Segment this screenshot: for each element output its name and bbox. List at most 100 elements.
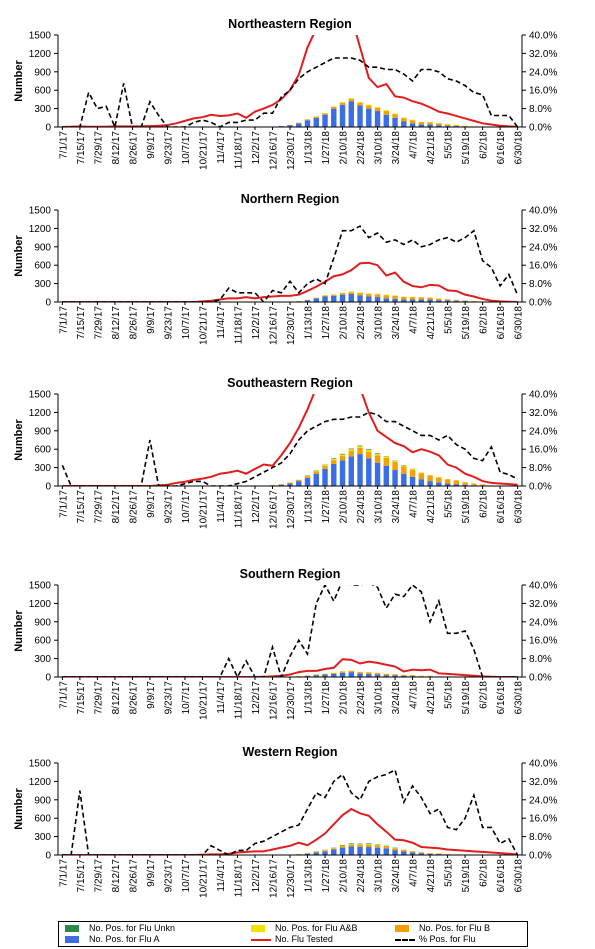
x-tick-label-1-24: 6/2/18 xyxy=(479,306,490,334)
bar-flu-a xyxy=(348,101,354,127)
y-tick-label-3-5: 1500 xyxy=(29,581,52,592)
x-tick-label-2-25: 6/16/18 xyxy=(496,490,507,524)
bar-flu-ab xyxy=(401,465,407,467)
bar-flu-a xyxy=(366,296,372,302)
bar-flu-a xyxy=(348,456,354,486)
bar-flu-b xyxy=(366,105,372,109)
x-tick-label-1-6: 9/23/17 xyxy=(163,306,174,340)
bar-flu-b xyxy=(401,118,407,122)
x-tick-label-2-15: 1/27/18 xyxy=(321,490,332,524)
y2-tick-label-1-4: 32.0% xyxy=(529,224,557,235)
line-pct-positive-0 xyxy=(62,57,519,127)
x-tick-label-1-26: 6/30/18 xyxy=(514,306,525,340)
bar-flu-a xyxy=(322,468,328,486)
y-tick-label-1-5: 1500 xyxy=(29,206,52,217)
x-tick-label-0-3: 8/12/17 xyxy=(111,131,122,165)
bar-flu-a xyxy=(392,850,398,855)
y2-tick-label-1-0: 0.0% xyxy=(529,298,552,309)
x-tick-label-3-13: 12/30/17 xyxy=(286,681,297,720)
x-tick-label-3-1: 7/15/17 xyxy=(76,681,87,715)
bar-flu-a xyxy=(383,675,390,677)
y2-tick-label-4-5: 40.0% xyxy=(529,759,557,770)
x-tick-label-4-4: 8/26/17 xyxy=(128,859,139,893)
bar-flu-a xyxy=(392,298,398,302)
bar-flu-a xyxy=(366,108,372,127)
bar-flu-b xyxy=(409,675,416,677)
x-tick-label-1-11: 12/2/17 xyxy=(251,306,262,340)
x-tick-label-1-18: 3/10/18 xyxy=(374,306,385,340)
x-tick-label-0-2: 7/29/17 xyxy=(93,131,104,165)
bar-flu-b xyxy=(374,107,381,112)
bar-flu-b xyxy=(331,106,337,109)
x-tick-label-4-13: 12/30/17 xyxy=(286,859,297,898)
bar-flu-b xyxy=(331,460,337,464)
x-tick-label-4-12: 12/16/17 xyxy=(268,859,279,898)
bar-flu-b xyxy=(418,473,425,480)
y-axis-label-0: Number xyxy=(13,60,25,102)
line-flu-tested-0 xyxy=(62,35,518,127)
bar-flu-a xyxy=(313,298,319,302)
bar-flu-b xyxy=(418,122,425,125)
bar-flu-ab xyxy=(374,107,381,108)
bar-flu-b xyxy=(357,672,363,674)
bar-flu-a xyxy=(436,125,442,127)
x-tick-label-0-8: 10/21/17 xyxy=(198,131,209,170)
x-tick-label-4-24: 6/2/18 xyxy=(479,859,490,887)
bar-flu-ab xyxy=(357,292,363,294)
x-tick-label-4-16: 2/10/18 xyxy=(339,859,350,893)
bar-flu-a xyxy=(366,458,372,486)
x-tick-label-2-5: 9/9/17 xyxy=(146,490,157,518)
bar-flu-b xyxy=(339,455,346,461)
bar-flu-b xyxy=(427,675,433,677)
bar-flu-ab xyxy=(418,472,425,474)
bar-flu-ab xyxy=(357,844,363,845)
bar-flu-b xyxy=(479,484,486,486)
bar-flu-a xyxy=(427,853,433,855)
y-tick-label-2-1: 300 xyxy=(34,463,51,474)
x-tick-label-4-14: 1/13/18 xyxy=(304,859,315,893)
bar-flu-ab xyxy=(348,843,354,845)
y-tick-label-4-4: 1200 xyxy=(29,777,52,788)
x-tick-label-2-1: 7/15/17 xyxy=(76,490,87,524)
x-tick-label-3-7: 10/7/17 xyxy=(181,681,192,715)
bar-flu-a xyxy=(322,674,328,677)
bar-flu-a xyxy=(418,479,425,486)
y2-tick-label-4-0: 0.0% xyxy=(529,851,552,862)
bar-flu-a xyxy=(339,294,346,302)
x-tick-label-1-13: 12/30/17 xyxy=(286,306,297,345)
bar-flu-ab xyxy=(392,295,398,296)
bar-flu-b xyxy=(392,114,398,118)
bar-flu-a xyxy=(427,124,433,127)
x-tick-label-2-13: 12/30/17 xyxy=(286,490,297,529)
x-tick-label-3-14: 1/13/18 xyxy=(304,681,315,715)
bar-flu-ab xyxy=(366,449,372,452)
bar-flu-a xyxy=(339,460,346,486)
y-tick-label-4-3: 900 xyxy=(34,795,51,806)
x-tick-label-3-15: 1/27/18 xyxy=(321,681,332,715)
x-tick-label-0-14: 1/13/18 xyxy=(304,131,315,165)
line-flu-tested-3 xyxy=(62,658,518,677)
y2-tick-label-4-3: 24.0% xyxy=(529,795,557,806)
bar-flu-ab xyxy=(366,843,372,845)
x-tick-label-2-18: 3/10/18 xyxy=(374,490,385,524)
y-tick-label-0-2: 600 xyxy=(34,86,51,97)
bar-flu-b xyxy=(383,111,390,115)
bar-flu-a xyxy=(392,117,398,127)
x-tick-label-3-24: 6/2/18 xyxy=(479,681,490,709)
x-tick-label-3-11: 12/2/17 xyxy=(251,681,262,715)
bar-flu-b xyxy=(348,844,354,847)
bar-flu-b xyxy=(313,297,319,299)
y2-tick-label-2-1: 8.0% xyxy=(529,463,552,474)
bar-flu-b xyxy=(436,853,442,855)
bar-flu-a xyxy=(374,297,381,302)
bar-flu-b xyxy=(278,484,284,485)
bar-flu-b xyxy=(331,673,337,674)
x-tick-label-1-12: 12/16/17 xyxy=(268,306,279,345)
y2-tick-label-0-3: 24.0% xyxy=(529,67,557,78)
y-tick-label-2-5: 1500 xyxy=(29,390,52,401)
x-tick-label-0-10: 11/18/17 xyxy=(233,131,244,170)
legend-label-pct: % Pos. for Flu xyxy=(419,934,476,944)
x-tick-label-1-20: 4/7/18 xyxy=(409,306,420,334)
bar-flu-b xyxy=(374,294,381,298)
y2-tick-label-3-5: 40.0% xyxy=(529,581,557,592)
